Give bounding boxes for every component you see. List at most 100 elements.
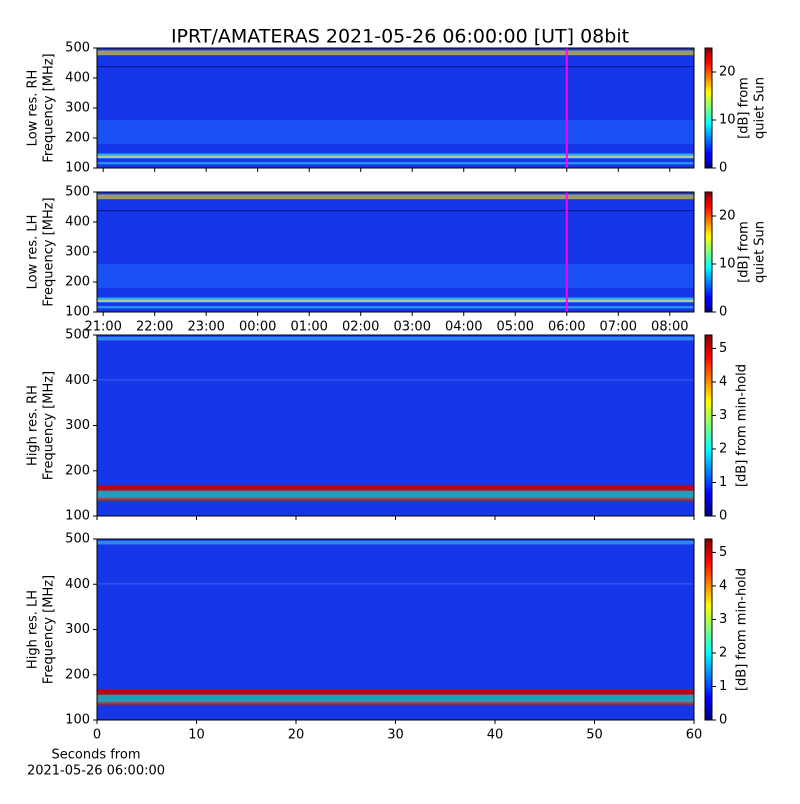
x-tick-label: 04:00 <box>445 320 482 335</box>
spectrogram-band <box>97 689 694 695</box>
x-tick-label: 01:00 <box>290 320 327 335</box>
colorbar-tick-label: 1 <box>719 679 727 694</box>
y-axis-label: Frequency [MHz] <box>42 371 57 480</box>
spectrogram <box>97 192 694 312</box>
y-tick-label: 200 <box>65 275 90 290</box>
colorbar-tick-label: 5 <box>719 545 727 560</box>
y-tick-label: 100 <box>65 161 90 176</box>
colorbar-tick-label: 0 <box>719 305 727 320</box>
y-axis-label: Frequency [MHz] <box>42 575 57 684</box>
y-tick-label: 400 <box>65 577 90 592</box>
colorbar-tick-label: 2 <box>719 645 727 660</box>
spectrogram-band <box>97 497 694 502</box>
y-tick-label: 300 <box>65 622 90 637</box>
colorbar-tick-label: 10 <box>719 113 736 128</box>
colorbar <box>704 538 713 721</box>
x-tick-label: 50 <box>586 728 603 743</box>
spectrogram-band <box>97 194 694 200</box>
y-tick-label: 100 <box>65 509 90 524</box>
x-tick-label: 40 <box>487 728 504 743</box>
y-tick-label: 400 <box>65 215 90 230</box>
colorbar-tick-label: 20 <box>719 209 736 224</box>
x-tick-label: 00:00 <box>239 320 276 335</box>
colorbar-tick-label: 0 <box>719 161 727 176</box>
x-tick-label: 30 <box>387 728 404 743</box>
spectrogram-band <box>97 156 694 158</box>
colorbar-label: [dB] from min-hold <box>735 364 750 487</box>
x-tick-label: 21:00 <box>84 320 121 335</box>
y-tick-label: 400 <box>65 71 90 86</box>
y-tick-label: 200 <box>65 667 90 682</box>
y-axis-label: Frequency [MHz] <box>42 197 57 306</box>
y-tick-label: 500 <box>65 532 90 547</box>
spectrogram-band <box>97 120 694 144</box>
y-axis-label: High res. RH <box>26 385 41 466</box>
x-tick-label: 06:00 <box>548 320 585 335</box>
colorbar-tick-label: 5 <box>719 341 727 356</box>
colorbar-tick-label: 20 <box>719 65 736 80</box>
x-axis-label: 2021-05-26 06:00:00 <box>27 764 165 779</box>
colorbar-tick-label: 0 <box>719 509 727 524</box>
spectrogram-band <box>97 264 694 288</box>
colorbar-label: [dB] from <box>737 221 752 283</box>
colorbar-tick-label: 1 <box>719 475 727 490</box>
colorbar <box>704 334 713 517</box>
colorbar-tick-label: 4 <box>719 578 727 593</box>
y-tick-label: 500 <box>65 41 90 56</box>
y-axis-label: Low res. LH <box>26 215 41 290</box>
spectrogram-band <box>97 210 694 212</box>
x-tick-label: 20 <box>288 728 305 743</box>
x-tick-label: 60 <box>686 728 703 743</box>
y-tick-label: 100 <box>65 305 90 320</box>
colorbar <box>704 47 713 169</box>
spectrogram-band <box>97 50 694 56</box>
y-tick-label: 500 <box>65 328 90 343</box>
x-tick-label: 10 <box>188 728 205 743</box>
colorbar-tick-label: 10 <box>719 257 736 272</box>
y-tick-label: 100 <box>65 713 90 728</box>
spectrogram-band <box>97 490 694 500</box>
y-tick-label: 500 <box>65 185 90 200</box>
spectrogram-band <box>97 66 694 68</box>
y-tick-label: 200 <box>65 463 90 478</box>
colorbar <box>704 191 713 313</box>
y-tick-label: 200 <box>65 131 90 146</box>
spectrogram <box>97 48 694 168</box>
x-axis-label: Seconds from <box>51 748 140 763</box>
colorbar-tick-label: 0 <box>719 713 727 728</box>
colorbar-tick-label: 2 <box>719 441 727 456</box>
spectrogram-band <box>97 583 694 585</box>
spectrogram-band <box>97 306 694 309</box>
spectrogram-band <box>97 162 694 165</box>
spectrogram-band <box>97 701 694 706</box>
spectrogram-band <box>97 379 694 381</box>
spectrogram-band <box>97 336 694 341</box>
y-axis-label: Frequency [MHz] <box>42 53 57 162</box>
x-tick-label: 0 <box>93 728 101 743</box>
colorbar-label: quiet Sun <box>753 221 768 283</box>
spectrogram-band <box>97 540 694 545</box>
y-tick-label: 300 <box>65 245 90 260</box>
x-tick-label: 07:00 <box>600 320 637 335</box>
y-tick-label: 300 <box>65 101 90 116</box>
colorbar-label: [dB] from min-hold <box>735 568 750 691</box>
x-tick-label: 22:00 <box>136 320 173 335</box>
y-axis-label: High res. LH <box>26 590 41 669</box>
y-axis-label: Low res. RH <box>26 70 41 147</box>
y-tick-label: 400 <box>65 373 90 388</box>
colorbar-label: quiet Sun <box>753 77 768 139</box>
x-tick-label: 08:00 <box>651 320 688 335</box>
colorbar-tick-label: 3 <box>719 408 727 423</box>
colorbar-tick-label: 3 <box>719 612 727 627</box>
spectrogram-band <box>97 300 694 302</box>
x-tick-label: 23:00 <box>187 320 224 335</box>
title: IPRT/AMATERAS 2021-05-26 06:00:00 [UT] 0… <box>171 26 629 48</box>
y-tick-label: 300 <box>65 418 90 433</box>
spectrogram-band <box>97 485 694 491</box>
colorbar-tick-label: 4 <box>719 374 727 389</box>
colorbar-label: [dB] from <box>737 77 752 139</box>
x-tick-label: 02:00 <box>342 320 379 335</box>
spectrogram-band <box>97 694 694 704</box>
x-tick-label: 05:00 <box>497 320 534 335</box>
